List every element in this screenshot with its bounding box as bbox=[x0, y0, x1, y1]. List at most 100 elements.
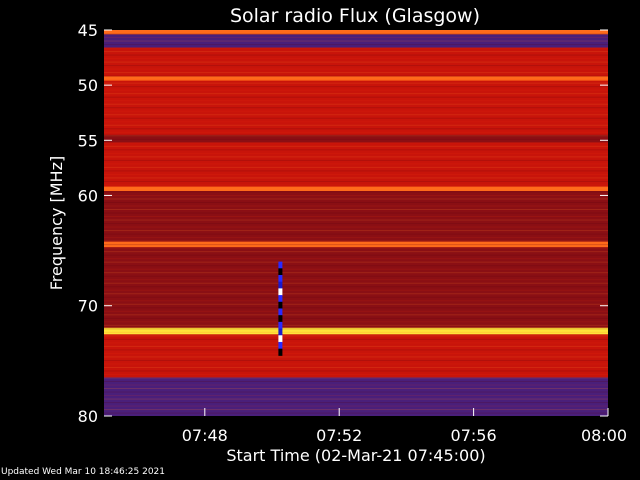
x-tick-label: 08:00 bbox=[581, 426, 627, 445]
texture-line bbox=[104, 391, 608, 393]
texture-line bbox=[104, 230, 608, 232]
texture-line bbox=[104, 96, 608, 98]
band-4 bbox=[104, 80, 608, 135]
texture-line bbox=[104, 275, 608, 277]
y-axis: 45 50 55 60 70 80 bbox=[78, 21, 608, 426]
burst-segment bbox=[278, 321, 283, 330]
texture-line bbox=[104, 131, 608, 133]
band-6 bbox=[104, 142, 608, 187]
texture-line bbox=[104, 314, 608, 316]
texture-line bbox=[104, 398, 608, 400]
band-11 bbox=[104, 327, 608, 335]
texture-line bbox=[104, 324, 608, 326]
texture-line bbox=[104, 370, 608, 372]
texture-line bbox=[104, 296, 608, 298]
texture-line bbox=[104, 198, 608, 200]
texture-line bbox=[104, 345, 608, 347]
texture-line bbox=[104, 149, 608, 151]
texture-line bbox=[104, 61, 608, 63]
texture-line bbox=[104, 124, 608, 126]
texture-line bbox=[104, 384, 608, 386]
texture-line bbox=[104, 237, 608, 239]
texture-line bbox=[104, 303, 608, 305]
spectrogram-bands bbox=[104, 30, 608, 416]
texture-line bbox=[104, 163, 608, 165]
burst-segment bbox=[278, 335, 283, 343]
texture-line bbox=[104, 114, 608, 116]
texture-line bbox=[104, 342, 608, 344]
texture-line bbox=[104, 156, 608, 158]
texture-line bbox=[104, 286, 608, 288]
band-7 bbox=[104, 186, 608, 192]
texture-line bbox=[104, 265, 608, 267]
texture-line bbox=[104, 310, 608, 312]
texture-line bbox=[104, 44, 608, 46]
texture-line bbox=[104, 349, 608, 351]
texture-line bbox=[104, 363, 608, 365]
texture-line bbox=[104, 194, 608, 196]
texture-line bbox=[104, 251, 608, 253]
texture-line bbox=[104, 373, 608, 375]
texture-line bbox=[104, 89, 608, 91]
x-axis-label: Start Time (02-Mar-21 07:45:00) bbox=[226, 446, 485, 465]
texture-line bbox=[104, 226, 608, 228]
texture-line bbox=[104, 152, 608, 154]
x-tick-label: 07:52 bbox=[316, 426, 362, 445]
texture-line bbox=[104, 58, 608, 60]
texture-line bbox=[104, 356, 608, 358]
burst-segment bbox=[278, 328, 283, 336]
texture-line bbox=[104, 93, 608, 95]
texture-line bbox=[104, 331, 608, 333]
band-5 bbox=[104, 134, 608, 143]
texture-line bbox=[104, 219, 608, 221]
texture-line bbox=[104, 205, 608, 207]
burst-segment bbox=[278, 261, 283, 269]
y-tick-label: 55 bbox=[78, 131, 98, 150]
texture-line bbox=[104, 72, 608, 74]
burst-segment bbox=[278, 348, 283, 356]
y-tick-label: 70 bbox=[78, 297, 98, 316]
burst-segment bbox=[278, 308, 283, 316]
texture-line bbox=[104, 381, 608, 382]
texture-line bbox=[104, 110, 608, 112]
band-9 bbox=[104, 241, 608, 248]
texture-line bbox=[104, 395, 608, 397]
texture-line bbox=[104, 258, 608, 260]
texture-line bbox=[104, 409, 608, 411]
texture-line bbox=[104, 138, 608, 140]
texture-line bbox=[104, 86, 608, 88]
texture-line bbox=[104, 145, 608, 147]
texture-line bbox=[104, 37, 608, 39]
texture-line bbox=[104, 65, 608, 67]
texture-line bbox=[104, 338, 608, 340]
texture-line bbox=[104, 377, 608, 379]
texture-line bbox=[104, 405, 608, 407]
texture-line bbox=[104, 254, 608, 256]
texture-line bbox=[104, 54, 608, 56]
y-tick-label: 60 bbox=[78, 186, 98, 205]
texture-line bbox=[104, 412, 608, 414]
band-2 bbox=[104, 47, 608, 77]
texture-line bbox=[104, 177, 608, 179]
texture-line bbox=[104, 47, 608, 49]
texture-line bbox=[104, 135, 608, 137]
texture-line bbox=[104, 293, 608, 295]
texture-line bbox=[104, 184, 608, 186]
texture-line bbox=[104, 388, 608, 390]
texture-line bbox=[104, 170, 608, 172]
texture-line bbox=[104, 79, 608, 81]
texture-line bbox=[104, 247, 608, 249]
texture-line bbox=[104, 159, 608, 161]
band-13 bbox=[104, 377, 608, 416]
burst-feature bbox=[278, 261, 283, 356]
band-3 bbox=[104, 76, 608, 81]
texture-line bbox=[104, 173, 608, 175]
band-10 bbox=[104, 247, 608, 328]
texture-line bbox=[104, 261, 608, 263]
texture-line bbox=[104, 300, 608, 302]
texture-line bbox=[104, 68, 608, 70]
texture-line bbox=[104, 82, 608, 84]
x-tick-label: 07:56 bbox=[451, 426, 497, 445]
band-8 bbox=[104, 191, 608, 242]
